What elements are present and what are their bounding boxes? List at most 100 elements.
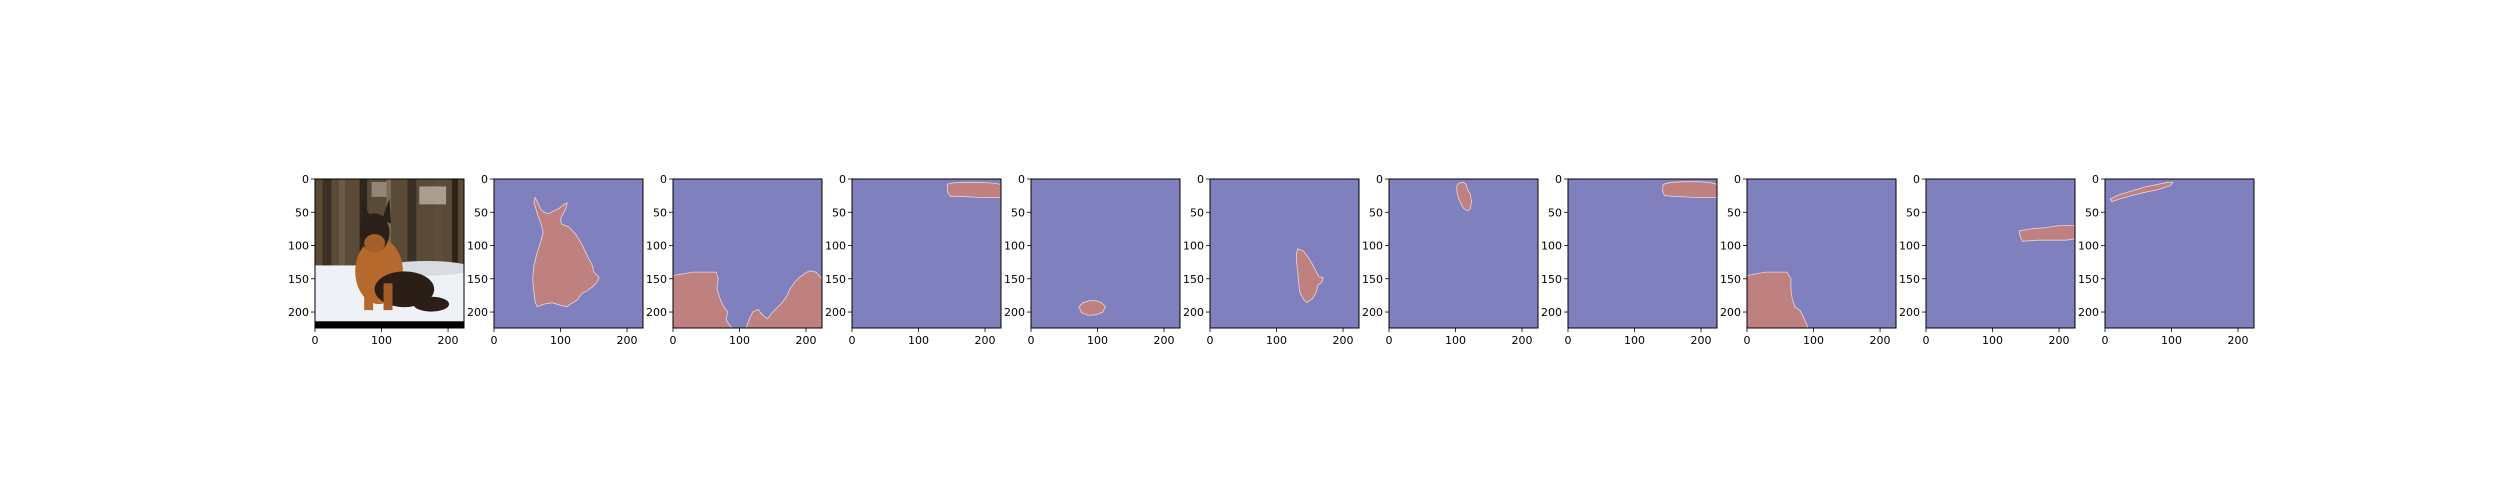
panel-3: 0 100 200 0 50 100 150 200 (646, 173, 823, 347)
y-tick-label: 200 (1183, 306, 1204, 319)
y-tick-label: 200 (288, 306, 309, 319)
photo-bottom-strip (315, 321, 464, 328)
y-tick-label: 50 (2085, 206, 2099, 219)
y-tick-label: 100 (467, 240, 488, 253)
y-tick-label: 0 (1376, 173, 1383, 186)
y-tick-label: 50 (1011, 206, 1025, 219)
mask-segment (1662, 181, 1718, 198)
axes-frame (314, 178, 465, 329)
y-tick-label: 0 (302, 173, 309, 186)
y-tick-label: 150 (1720, 273, 1741, 286)
y-tick-label: 150 (1004, 273, 1025, 286)
y-tick-label: 200 (1541, 306, 1562, 319)
mask-background (1210, 179, 1359, 328)
x-tick-label: 100 (550, 334, 571, 347)
axes-frame (1030, 178, 1181, 329)
x-tick-label: 0 (2102, 334, 2109, 347)
y-tick-label: 0 (839, 173, 846, 186)
y-tick-label: 0 (1734, 173, 1741, 186)
x-tick-label: 0 (1028, 334, 1035, 347)
mask-segment (2018, 225, 2076, 242)
y-tick-label: 0 (1018, 173, 1025, 186)
mask-segment (946, 181, 1002, 198)
mask-background (1926, 179, 2075, 328)
panel-2: 0 100 200 0 50 100 150 200 (467, 173, 644, 347)
x-tick-label: 200 (2049, 334, 2070, 347)
axes-frame (1209, 178, 1360, 329)
y-tick-label: 200 (1720, 306, 1741, 319)
y-tick-label: 150 (2078, 273, 2099, 286)
photo-dog-tail (413, 296, 450, 312)
y-tick-label: 50 (1190, 206, 1204, 219)
mask-segment (1078, 300, 1106, 316)
y-tick-label: 150 (1183, 273, 1204, 286)
panel-5: 0 100 200 0 50 100 150 200 (1004, 173, 1181, 347)
y-tick-label: 200 (467, 306, 488, 319)
y-tick-label: 200 (2078, 306, 2099, 319)
x-tick-label: 200 (1333, 334, 1354, 347)
dog-photo (315, 179, 464, 328)
y-tick-label: 100 (1362, 240, 1383, 253)
photo-tree-trunk (434, 179, 442, 272)
axes-frame (1388, 178, 1539, 329)
y-tick-label: 200 (1362, 306, 1383, 319)
axes-frame (2104, 178, 2255, 329)
mask-segment (1296, 248, 1324, 304)
y-tick-label: 100 (2078, 240, 2099, 253)
y-tick-label: 0 (2092, 173, 2099, 186)
photo-tree-trunk (407, 179, 417, 272)
axes-frame (851, 178, 1002, 329)
y-tick-label: 200 (646, 306, 667, 319)
y-tick-label: 100 (825, 240, 846, 253)
photo-sky-patch (419, 186, 447, 205)
y-tick-label: 50 (1906, 206, 1920, 219)
x-tick-label: 100 (1624, 334, 1645, 347)
y-tick-label: 100 (288, 240, 309, 253)
y-tick-label: 150 (288, 273, 309, 286)
y-tick-label: 200 (1004, 306, 1025, 319)
y-tick-label: 100 (646, 240, 667, 253)
x-tick-label: 100 (1087, 334, 1108, 347)
photo-tree-trunk (322, 179, 332, 272)
x-tick-label: 0 (670, 334, 677, 347)
x-tick-label: 200 (1691, 334, 1712, 347)
panel-9: 0 100 200 0 50 100 150 200 (1720, 173, 1897, 347)
photo-tree-trunk (452, 179, 459, 272)
y-tick-label: 0 (1555, 173, 1562, 186)
x-tick-label: 200 (1512, 334, 1533, 347)
mask-background (2105, 179, 2254, 328)
x-tick-label: 200 (975, 334, 996, 347)
panel-7: 0 100 200 0 50 100 150 200 (1362, 173, 1539, 347)
photo-sky-patch (371, 181, 387, 197)
photo-dog-muzzle (364, 234, 386, 253)
y-tick-label: 150 (1899, 273, 1920, 286)
y-tick-label: 50 (1727, 206, 1741, 219)
y-tick-label: 50 (653, 206, 667, 219)
y-tick-label: 50 (1369, 206, 1383, 219)
panel-8: 0 100 200 0 50 100 150 200 (1541, 173, 1718, 347)
photo-dog-leg (364, 283, 374, 311)
y-tick-label: 150 (646, 273, 667, 286)
x-tick-label: 100 (1266, 334, 1287, 347)
panel-10: 0 100 200 0 50 100 150 200 (1899, 173, 2076, 347)
y-tick-label: 0 (1913, 173, 1920, 186)
photo-tree-trunk (386, 179, 391, 272)
x-tick-label: 0 (1565, 334, 1572, 347)
axes-frame (1567, 178, 1718, 329)
x-tick-label: 100 (729, 334, 750, 347)
x-tick-label: 200 (438, 334, 459, 347)
y-tick-label: 100 (1541, 240, 1562, 253)
y-tick-label: 200 (1899, 306, 1920, 319)
x-tick-label: 100 (1445, 334, 1466, 347)
y-tick-label: 0 (660, 173, 667, 186)
x-tick-label: 100 (1982, 334, 2003, 347)
panel-11: 0 100 200 0 50 100 150 200 (2078, 173, 2255, 347)
x-tick-label: 100 (2161, 334, 2182, 347)
x-tick-label: 0 (1207, 334, 1214, 347)
panel-1: 0 100 200 0 50 100 150 200 (288, 173, 465, 347)
x-tick-label: 100 (908, 334, 929, 347)
x-tick-label: 0 (849, 334, 856, 347)
x-tick-label: 0 (491, 334, 498, 347)
